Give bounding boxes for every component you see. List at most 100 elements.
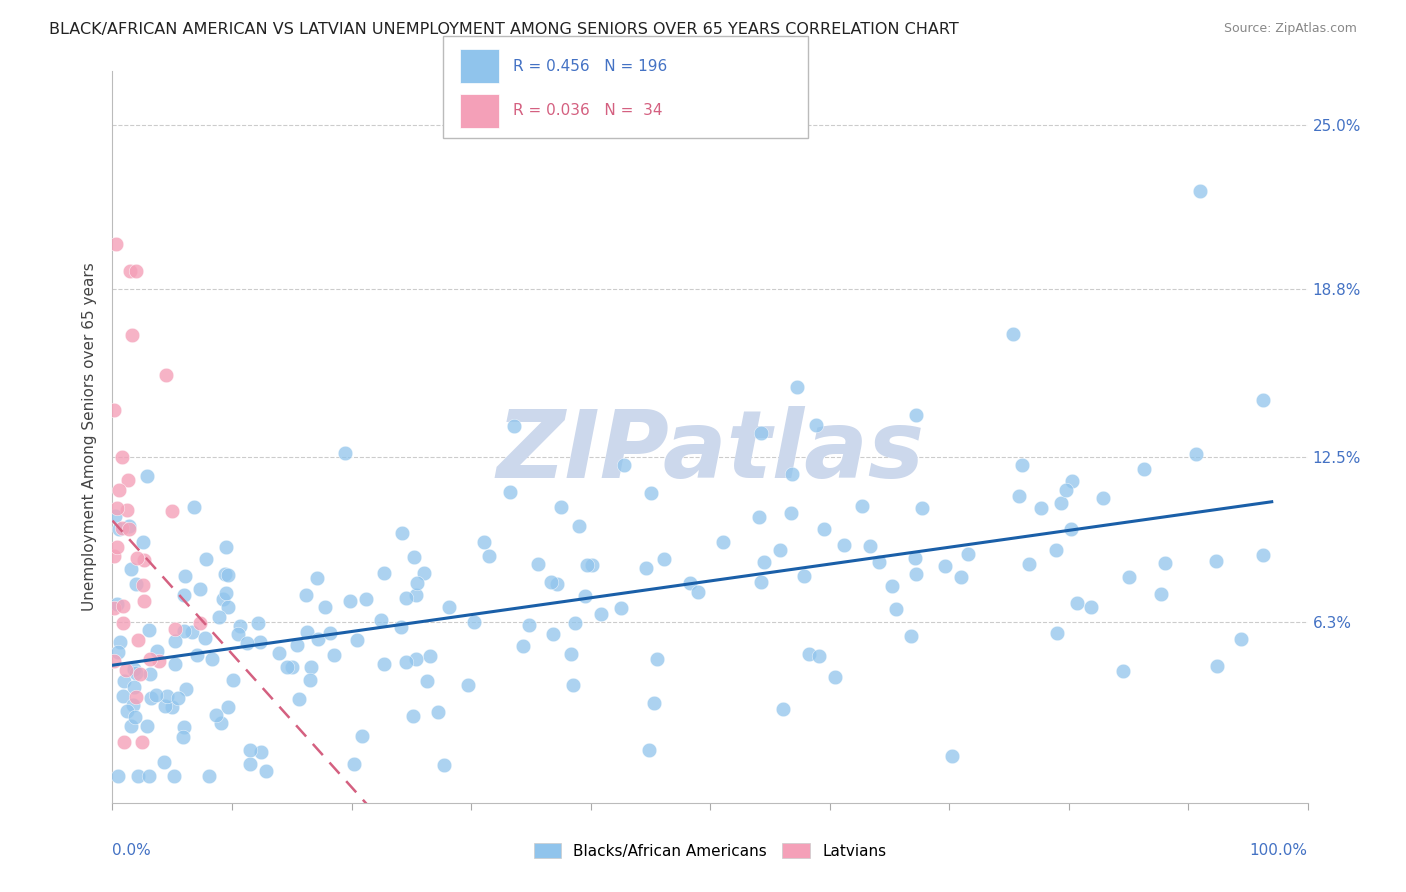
Point: [249, 635, 271, 649]
Point: [132, 578, 155, 592]
Point: [395, 591, 418, 605]
Point: [118, 523, 141, 537]
Point: [115, 503, 138, 517]
Point: [120, 562, 142, 576]
Point: [110, 635, 132, 649]
Point: [354, 591, 377, 606]
Point: [512, 639, 534, 653]
Point: [1054, 483, 1077, 498]
Point: [346, 633, 368, 648]
Point: [103, 549, 125, 564]
Point: [173, 624, 195, 638]
Point: [236, 636, 259, 650]
Point: [131, 734, 153, 748]
Point: [215, 540, 238, 554]
Point: [342, 756, 364, 771]
Point: [824, 670, 846, 684]
Point: [654, 552, 676, 566]
Point: [112, 690, 135, 704]
Point: [217, 600, 239, 615]
Point: [880, 579, 903, 593]
Point: [111, 599, 134, 614]
Point: [768, 542, 790, 557]
Point: [1066, 596, 1088, 610]
Point: [1253, 392, 1275, 407]
Point: [1011, 458, 1033, 472]
Point: [124, 662, 146, 676]
Point: [941, 748, 963, 763]
Point: [103, 654, 125, 668]
Point: [173, 588, 195, 602]
Point: [165, 657, 187, 672]
Point: [134, 553, 156, 567]
Point: [478, 549, 501, 564]
Point: [541, 626, 564, 640]
Point: [911, 500, 934, 515]
Point: [1050, 496, 1073, 510]
Point: [1230, 632, 1253, 646]
Point: [472, 534, 495, 549]
Point: [405, 588, 427, 602]
Point: [748, 510, 770, 524]
Point: [125, 576, 148, 591]
Point: [132, 593, 155, 607]
Point: [127, 550, 149, 565]
Point: [517, 617, 540, 632]
Point: [1189, 184, 1212, 198]
Point: [188, 615, 211, 630]
Point: [373, 566, 395, 580]
Point: [112, 616, 135, 631]
Point: [905, 408, 928, 422]
Point: [174, 682, 197, 697]
Point: [108, 522, 131, 536]
Text: R = 0.456   N = 196: R = 0.456 N = 196: [513, 59, 668, 73]
Point: [808, 649, 831, 664]
Point: [886, 602, 908, 616]
Point: [214, 566, 236, 581]
Point: [114, 663, 136, 677]
Point: [120, 719, 142, 733]
Point: [1154, 556, 1177, 570]
Point: [503, 418, 526, 433]
Point: [136, 468, 159, 483]
Point: [1111, 665, 1133, 679]
Point: [416, 673, 439, 688]
Point: [166, 691, 188, 706]
Point: [249, 745, 271, 759]
Point: [564, 615, 586, 630]
Point: [613, 458, 636, 472]
Point: [217, 699, 239, 714]
Point: [463, 615, 485, 629]
Point: [269, 646, 291, 660]
Point: [153, 698, 176, 713]
Point: [107, 769, 129, 783]
Point: [153, 756, 176, 770]
Point: [180, 625, 202, 640]
Point: [132, 535, 155, 549]
Point: [1018, 558, 1040, 572]
Point: [1045, 543, 1067, 558]
Point: [1091, 491, 1114, 505]
Point: [339, 594, 361, 608]
Point: [276, 659, 298, 673]
Point: [780, 506, 803, 520]
Point: [859, 539, 882, 553]
Text: R = 0.036   N =  34: R = 0.036 N = 34: [513, 103, 662, 118]
Point: [391, 525, 413, 540]
Point: [333, 446, 356, 460]
Point: [782, 467, 804, 481]
Point: [314, 599, 336, 614]
Point: [1059, 522, 1081, 536]
Point: [950, 569, 973, 583]
Point: [163, 769, 186, 783]
Point: [373, 657, 395, 672]
Point: [457, 678, 479, 692]
Point: [786, 380, 808, 394]
Point: [160, 504, 183, 518]
Point: [172, 730, 194, 744]
Point: [433, 758, 456, 772]
Point: [125, 690, 148, 704]
Point: [111, 521, 134, 535]
Point: [138, 666, 160, 681]
Point: [103, 403, 125, 417]
